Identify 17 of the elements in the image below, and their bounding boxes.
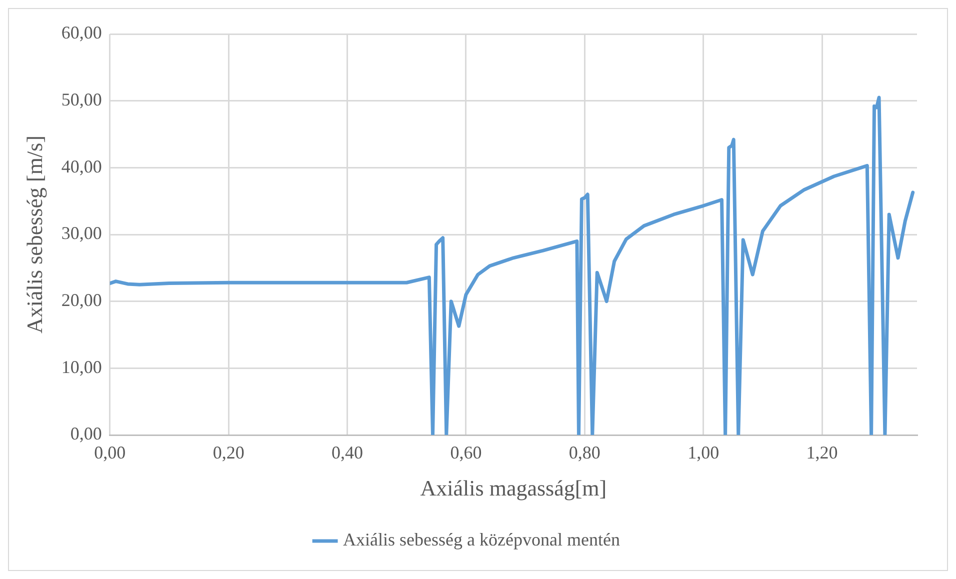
x-axis-title: Axiális magasság[m] <box>420 476 607 501</box>
x-tick-label: 0,20 <box>212 442 244 463</box>
y-tick-label: 10,00 <box>61 356 102 377</box>
y-tick-label: 0,00 <box>70 424 102 444</box>
y-tick-label: 40,00 <box>61 156 102 176</box>
x-tick-label: 0,60 <box>450 442 482 463</box>
x-tick-label: 0,40 <box>332 442 364 463</box>
y-tick-label: 60,00 <box>61 22 102 43</box>
y-tick-label: 30,00 <box>61 223 102 244</box>
x-tick-label: 0,80 <box>568 442 600 463</box>
x-tick-label: 0,00 <box>94 442 126 463</box>
x-tick-label: 1,00 <box>688 442 720 463</box>
legend-label: Axiális sebesség a középvonal mentén <box>343 530 620 550</box>
x-tick-label: 1,20 <box>806 442 838 463</box>
y-tick-label: 20,00 <box>61 290 102 310</box>
y-axis-title: Axiális sebesség [m/s] <box>22 136 47 334</box>
y-tick-label: 50,00 <box>61 90 102 110</box>
